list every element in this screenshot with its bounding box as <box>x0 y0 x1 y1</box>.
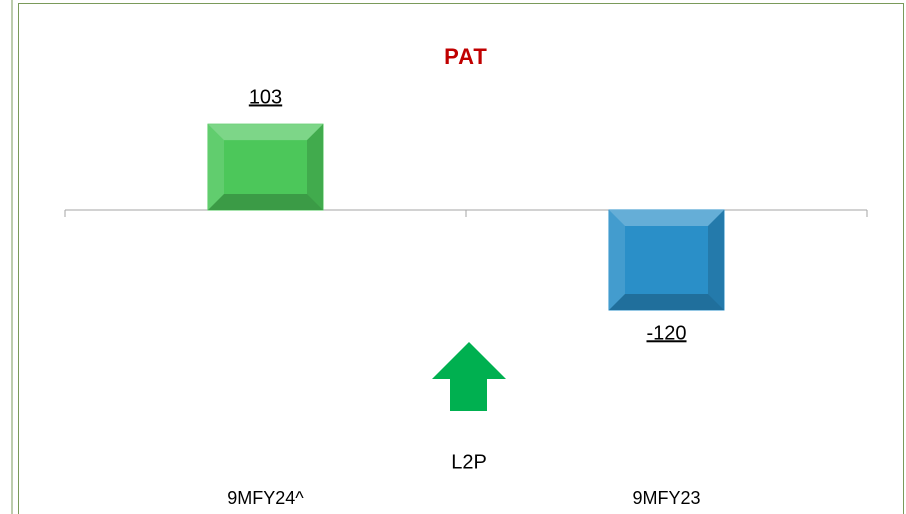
bar <box>608 209 725 311</box>
bar-bevel-left <box>208 124 224 210</box>
data-label: -120 <box>646 322 686 344</box>
bar-bevel-right <box>307 124 323 210</box>
bar-bevel-left <box>609 210 625 310</box>
bar <box>207 123 324 211</box>
x-tick-label: 9MFY24^ <box>227 488 304 508</box>
chart-title: PAT <box>444 44 488 69</box>
bar-bevel-bottom <box>208 194 323 210</box>
data-label: 103 <box>249 86 282 108</box>
up-arrow <box>432 342 506 411</box>
x-tick-label: 9MFY23 <box>632 488 700 508</box>
annotation: L2P <box>451 451 487 473</box>
bar-bevel-top <box>609 210 724 226</box>
bar-bevel-top <box>208 124 323 141</box>
frame <box>18 3 904 514</box>
bar-bevel-bottom <box>609 294 724 310</box>
bar-bevel-right <box>708 210 724 310</box>
